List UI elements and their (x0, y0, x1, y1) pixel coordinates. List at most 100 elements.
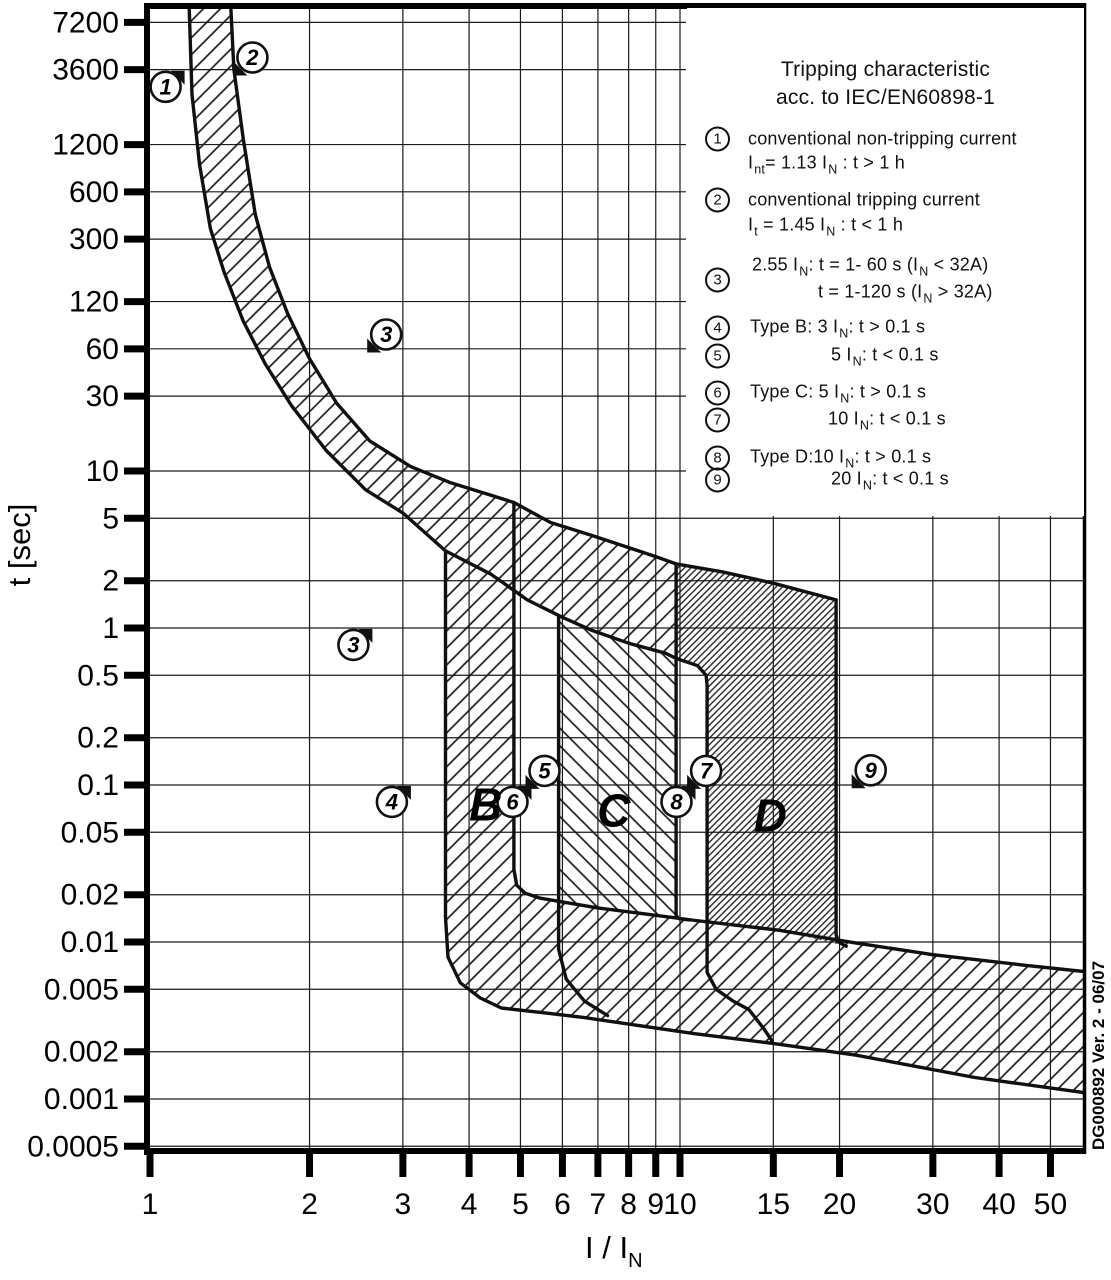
y-tick-label: 0.02 (61, 879, 119, 912)
y-tick-label: 2 (102, 565, 119, 598)
marker-circle-7 (689, 754, 723, 788)
y-tick-label: 0.2 (77, 722, 119, 755)
band-type-c-band (558, 615, 689, 920)
band-letter-B: B (469, 779, 502, 831)
x-tick-label: 8 (620, 1188, 637, 1221)
y-tick-label: 5 (102, 502, 119, 535)
marker-number-9: 9 (865, 758, 878, 783)
marker-7: 7 (687, 754, 723, 789)
marker-9: 9 (851, 753, 888, 789)
band-type-d-band (676, 563, 847, 947)
marker-number-5: 5 (538, 758, 551, 783)
marker-circle-3 (369, 318, 403, 351)
marker-number-2: 2 (245, 45, 259, 70)
marker-number-4: 4 (385, 789, 398, 814)
marker-2: 2 (233, 41, 269, 76)
curve-b_left (443, 549, 1085, 1095)
x-tick-label: 5 (512, 1188, 529, 1221)
curve-thermal_lower (187, 5, 700, 668)
marker-8: 8 (660, 785, 696, 819)
marker-1: 1 (149, 70, 185, 104)
band-letter-C: C (597, 784, 631, 836)
y-tick-label: 10 (86, 455, 119, 488)
x-tick-labels: 1 2 3 4 5 6 7 8 9 10 15 20 30 40 50 (142, 1188, 1067, 1221)
y-tick-label: 0.5 (77, 659, 119, 692)
y-tick-label: 600 (69, 176, 119, 209)
legend-item-number-6: 6 (705, 380, 730, 406)
x-tick-label: 20 (823, 1188, 856, 1221)
y-tick-label: 120 (69, 286, 119, 319)
y-tick-label: 300 (69, 223, 119, 256)
marker-3: 3 (367, 318, 403, 353)
x-tick-label: 15 (757, 1188, 790, 1221)
marker-4: 4 (375, 785, 411, 819)
x-tick-label: 10 (663, 1188, 696, 1221)
band-outlines (187, 5, 1085, 1095)
band-thermal-band (189, 5, 677, 659)
marker-number-8: 8 (670, 789, 683, 814)
y-tick-label: 1 (102, 612, 119, 645)
marker-circle-6 (496, 785, 529, 819)
curve-d_left (696, 664, 774, 1043)
y-tick-label: 0.005 (44, 973, 119, 1006)
marker-circle-3 (337, 628, 370, 662)
band-letter-D: D (754, 789, 787, 841)
marker-circle-2 (236, 41, 269, 74)
y-tick-label: 1200 (52, 129, 119, 162)
x-tick-label: 2 (301, 1188, 318, 1221)
marker-3: 3 (337, 628, 373, 662)
y-tick-labels: 7200 3600 1200 600 300 120 60 30 10 5 2 1 0.5 0.2 0.1 0… (27, 6, 119, 1163)
marker-number-3: 3 (380, 322, 392, 347)
marker-5: 5 (525, 754, 561, 789)
legend-item-text-3: t = 1-120 s (IN > 32A) (818, 281, 993, 305)
legend-item-text-1: Int= 1.13 IN : t > 1 h (748, 152, 905, 176)
marker-number-7: 7 (700, 758, 714, 783)
legend-item-number-7: 7 (705, 407, 730, 433)
band-type-b-band (445, 550, 1085, 1093)
legend-item-number-5: 5 (705, 343, 730, 369)
watermark-text: DG000892 Ver. 2 - 06/07 (1089, 961, 1108, 1150)
legend-item-text-8: Type D:10 IN: t > 0.1 s (750, 446, 932, 470)
y-tick-label: 0.1 (77, 769, 119, 802)
y-tick-label: 0.01 (61, 926, 119, 959)
marker-circle-5 (528, 754, 561, 788)
x-tick-label: 1 (142, 1188, 159, 1221)
legend-panel: Tripping characteristic acc. to IEC/EN60… (687, 8, 1084, 516)
curve-c_right (674, 562, 691, 922)
marker-number-1: 1 (159, 74, 171, 99)
axis-frame (144, 3, 1087, 1155)
band-regions (189, 5, 1085, 1093)
x-tick-label: 40 (982, 1188, 1015, 1221)
curve-c_left (556, 613, 610, 1018)
marker-6: 6 (496, 785, 532, 819)
y-tick-label: 60 (86, 333, 119, 366)
curve-b_right (512, 500, 1085, 974)
legend-item-text-4: Type B: 3 IN: t > 0.1 s (750, 316, 926, 340)
legend-item-text-2: It = 1.45 IN : t < 1 h (748, 214, 904, 238)
legend-item-text-5: 5 IN: t < 0.1 s (831, 344, 939, 368)
y-tick-label: 0.0005 (27, 1130, 119, 1163)
x-tick-label: 50 (1034, 1188, 1067, 1221)
marker-number-3: 3 (347, 632, 359, 657)
marker-number-6: 6 (506, 789, 519, 814)
legend-item-number-1: 1 (705, 126, 730, 152)
curve-d_top (674, 562, 838, 602)
legend-item-text-6: Type C: 5 IN: t > 0.1 s (750, 381, 927, 405)
legend-title-line1: Tripping characteristic (780, 58, 991, 81)
curve-thermal_upper (229, 5, 678, 566)
x-tick-label: 4 (461, 1188, 478, 1221)
x-tick-label: 30 (916, 1188, 949, 1221)
y-tick-label: 30 (86, 380, 119, 413)
y-axis-title: t [sec] (2, 504, 37, 587)
legend-item-number-3: 3 (705, 267, 730, 293)
marker-circle-9 (854, 753, 888, 787)
marker-circle-8 (660, 785, 693, 819)
legend-title-line2: acc. to IEC/EN60898-1 (776, 86, 995, 109)
y-tick-label: 0.001 (44, 1083, 119, 1116)
tick-marks (124, 18, 1054, 1177)
y-tick-label: 7200 (52, 6, 119, 39)
x-tick-label: 3 (395, 1188, 412, 1221)
x-tick-label: 9 (647, 1188, 664, 1221)
legend-item-text-2: conventional tripping current (748, 189, 980, 210)
